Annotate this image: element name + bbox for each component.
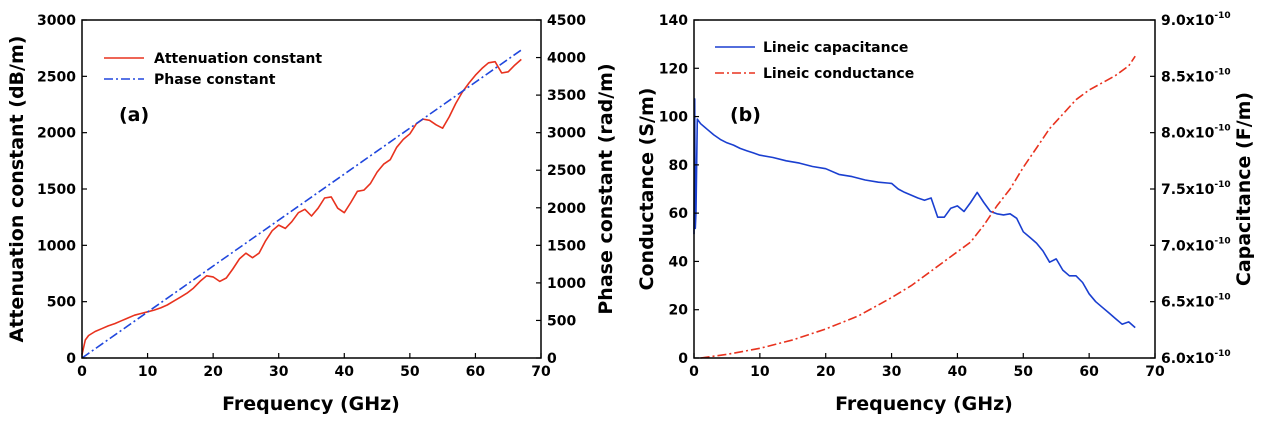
y2-tick-label: 6.0x10-10 (1161, 349, 1231, 367)
chart-a-y2-ticks: 0 500 1000 1500 2000 2500 3000 3500 4000 4500 (536, 13, 586, 367)
y2-tick-label: 9.0x10-10 (1161, 11, 1231, 29)
y2-tick-mantissa: 7.0x10 (1161, 238, 1215, 254)
y2-tick-mantissa: 6.5x10 (1161, 295, 1215, 311)
y-tick-label: 40 (669, 254, 689, 270)
y-tick-label: 1500 (37, 182, 76, 198)
y2-tick-exponent: -10 (1214, 11, 1230, 21)
y2-tick-exponent: -10 (1214, 124, 1230, 134)
y-tick-label: 20 (669, 303, 689, 319)
y-tick-label: 3000 (37, 13, 76, 29)
y2-tick-label: 7.5x10-10 (1161, 180, 1231, 198)
x-tick-label: 60 (466, 364, 486, 380)
y2-tick-label: 4500 (547, 13, 586, 29)
y-tick-label: 80 (669, 158, 689, 174)
y2-tick-mantissa: 8.0x10 (1161, 126, 1215, 142)
x-tick-label: 10 (750, 364, 770, 380)
y2-tick-mantissa: 9.0x10 (1161, 13, 1215, 29)
x-tick-label: 20 (203, 364, 223, 380)
x-tick-label: 40 (335, 364, 355, 380)
y-tick-label: 120 (659, 61, 688, 77)
chart-b-panel-label: (b) (730, 104, 761, 126)
y-tick-label: 0 (66, 351, 76, 367)
y2-tick-label: 6.5x10-10 (1161, 293, 1231, 311)
y2-tick-label: 2000 (547, 201, 586, 217)
y2-tick-label: 4000 (547, 51, 586, 67)
series-line-lineic-capacitance (693, 98, 1136, 329)
y2-tick-label: 1000 (547, 276, 586, 292)
y2-tick-label: 3500 (547, 88, 586, 104)
y2-tick-exponent: -10 (1214, 349, 1230, 359)
y2-tick-label: 8.0x10-10 (1161, 124, 1231, 142)
chart-panel-b: 0 10 20 30 40 50 60 70 0 20 40 60 80 100 120 140 6.0x1… (636, 11, 1255, 415)
series-line-lineic-conductance (700, 55, 1136, 359)
x-tick-label: 30 (882, 364, 902, 380)
y-tick-label: 500 (47, 295, 76, 311)
x-tick-label: 70 (1145, 364, 1165, 380)
chart-b-legend-label-capacitance: Lineic capacitance (763, 40, 908, 56)
chart-a-y-axis-title: Attenuation constant (dB/m) (6, 36, 28, 343)
y2-tick-exponent: -10 (1214, 67, 1230, 77)
y2-tick-exponent: -10 (1214, 236, 1230, 246)
x-tick-label: 60 (1079, 364, 1099, 380)
chart-b-series (693, 55, 1136, 359)
x-tick-label: 20 (816, 364, 836, 380)
y-tick-label: 100 (659, 110, 688, 126)
chart-b-x-ticks: 0 10 20 30 40 50 60 70 (689, 353, 1165, 380)
chart-a-legend-label-phase: Phase constant (154, 72, 276, 88)
x-tick-label: 0 (689, 364, 699, 380)
y-tick-label: 2000 (37, 126, 76, 142)
x-tick-label: 50 (400, 364, 420, 380)
y2-tick-mantissa: 6.0x10 (1161, 351, 1215, 367)
y2-tick-label: 3000 (547, 126, 586, 142)
x-tick-label: 50 (1014, 364, 1034, 380)
y2-tick-label: 0 (547, 351, 557, 367)
chart-a-legend-label-attenuation: Attenuation constant (154, 51, 322, 67)
y2-tick-mantissa: 7.5x10 (1161, 182, 1215, 198)
chart-b-y-ticks: 0 20 40 60 80 100 120 140 (659, 13, 699, 367)
chart-panel-a: 0 10 20 30 40 50 60 70 0 500 1000 1500 2000 2500 3000… (6, 13, 617, 415)
x-tick-label: 40 (948, 364, 968, 380)
chart-b-y2-axis-title: Capacitance (F/m) (1233, 92, 1255, 286)
x-tick-label: 0 (77, 364, 87, 380)
x-tick-label: 30 (269, 364, 289, 380)
chart-a-plot-frame (81, 19, 542, 359)
chart-b-y-axis-title: Conductance (S/m) (636, 88, 658, 291)
chart-b-legend-label-conductance: Lineic conductance (763, 66, 914, 82)
chart-a-y-ticks: 0 500 1000 1500 2000 2500 3000 (37, 13, 87, 367)
chart-a-x-axis-title: Frequency (GHz) (222, 393, 400, 415)
chart-a-panel-label: (a) (119, 104, 149, 126)
chart-b-y2-ticks: 6.0x10-106.5x10-107.0x10-107.5x10-108.0x… (1150, 11, 1231, 367)
x-tick-label: 70 (531, 364, 551, 380)
y2-tick-label: 1500 (547, 238, 586, 254)
y2-tick-label: 8.5x10-10 (1161, 67, 1231, 85)
chart-a-legend: Attenuation constant Phase constant (104, 51, 322, 88)
x-tick-label: 10 (138, 364, 158, 380)
y2-tick-exponent: -10 (1214, 293, 1230, 303)
y-tick-label: 2500 (37, 69, 76, 85)
chart-b-x-axis-title: Frequency (GHz) (835, 393, 1013, 415)
y2-tick-label: 2500 (547, 163, 586, 179)
y2-tick-label: 500 (547, 313, 576, 329)
chart-a-y2-axis-title: Phase constant (rad/m) (595, 63, 617, 314)
y2-tick-mantissa: 8.5x10 (1161, 69, 1215, 85)
series-line-phase-constant (81, 49, 522, 359)
series-line-attenuation-constant (81, 58, 522, 355)
y-tick-label: 60 (669, 206, 689, 222)
chart-a-series (81, 49, 522, 359)
chart-b-legend: Lineic capacitance Lineic conductance (715, 40, 914, 82)
y-tick-label: 0 (678, 351, 688, 367)
y2-tick-exponent: -10 (1214, 180, 1230, 190)
chart-a-x-ticks: 0 10 20 30 40 50 60 70 (77, 353, 551, 380)
y2-tick-label: 7.0x10-10 (1161, 236, 1231, 254)
y-tick-label: 140 (659, 13, 688, 29)
y-tick-label: 1000 (37, 238, 76, 254)
